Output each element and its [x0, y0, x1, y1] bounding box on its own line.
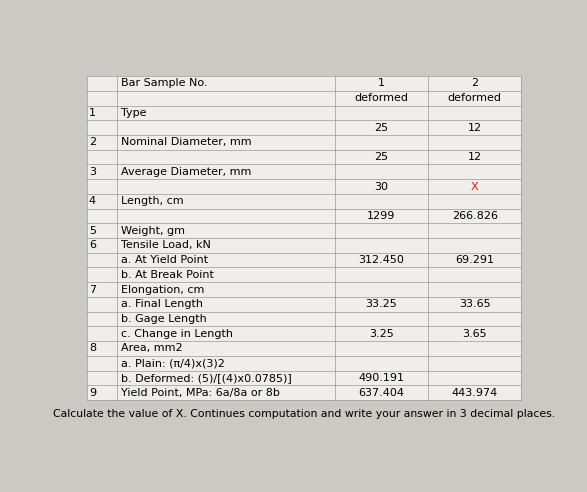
- Text: 637.404: 637.404: [359, 388, 404, 398]
- Text: 33.65: 33.65: [459, 299, 491, 309]
- Bar: [87, 76, 521, 400]
- Text: 6: 6: [89, 241, 96, 250]
- Text: 3.65: 3.65: [463, 329, 487, 339]
- Text: 7: 7: [89, 284, 96, 295]
- Text: 1: 1: [89, 108, 96, 118]
- Text: 12: 12: [468, 152, 482, 162]
- Text: Elongation, cm: Elongation, cm: [120, 284, 204, 295]
- Text: Average Diameter, mm: Average Diameter, mm: [120, 167, 251, 177]
- Text: c. Change in Length: c. Change in Length: [120, 329, 232, 339]
- Text: 25: 25: [375, 152, 389, 162]
- Text: 1299: 1299: [367, 211, 396, 221]
- Text: Type: Type: [120, 108, 146, 118]
- Text: 5: 5: [89, 226, 96, 236]
- Text: Length, cm: Length, cm: [120, 196, 183, 206]
- Text: 30: 30: [375, 182, 389, 191]
- Text: 266.826: 266.826: [452, 211, 498, 221]
- Text: a. Final Length: a. Final Length: [120, 299, 203, 309]
- Text: Yield Point, MPa: 6a/8a or 8b: Yield Point, MPa: 6a/8a or 8b: [120, 388, 279, 398]
- Text: 490.191: 490.191: [359, 373, 404, 383]
- Text: a. At Yield Point: a. At Yield Point: [120, 255, 208, 265]
- Text: Bar Sample No.: Bar Sample No.: [120, 78, 207, 89]
- Text: 1: 1: [378, 78, 385, 89]
- Text: 443.974: 443.974: [451, 388, 498, 398]
- Text: 25: 25: [375, 123, 389, 133]
- Text: Tensile Load, kN: Tensile Load, kN: [120, 241, 211, 250]
- Text: 8: 8: [89, 343, 96, 353]
- Text: deformed: deformed: [355, 93, 409, 103]
- Text: 69.291: 69.291: [456, 255, 494, 265]
- Text: 2: 2: [89, 137, 96, 147]
- Text: 3: 3: [89, 167, 96, 177]
- Text: a. Plain: (π/4)x(3)2: a. Plain: (π/4)x(3)2: [120, 358, 224, 368]
- Text: 312.450: 312.450: [359, 255, 404, 265]
- Text: Nominal Diameter, mm: Nominal Diameter, mm: [120, 137, 251, 147]
- Text: Area, mm2: Area, mm2: [120, 343, 182, 353]
- Text: 33.25: 33.25: [366, 299, 397, 309]
- Text: 12: 12: [468, 123, 482, 133]
- Text: b. Gage Length: b. Gage Length: [120, 314, 207, 324]
- Text: Weight, gm: Weight, gm: [120, 226, 185, 236]
- Text: deformed: deformed: [448, 93, 502, 103]
- Text: 4: 4: [89, 196, 96, 206]
- Text: 9: 9: [89, 388, 96, 398]
- Text: 2: 2: [471, 78, 478, 89]
- Text: b. Deformed: (5)/[(4)x0.0785)]: b. Deformed: (5)/[(4)x0.0785)]: [120, 373, 291, 383]
- Text: Calculate the value of X. Continues computation and write your answer in 3 decim: Calculate the value of X. Continues comp…: [53, 409, 555, 420]
- Text: 3.25: 3.25: [369, 329, 394, 339]
- Text: b. At Break Point: b. At Break Point: [120, 270, 214, 280]
- Text: X: X: [471, 182, 478, 191]
